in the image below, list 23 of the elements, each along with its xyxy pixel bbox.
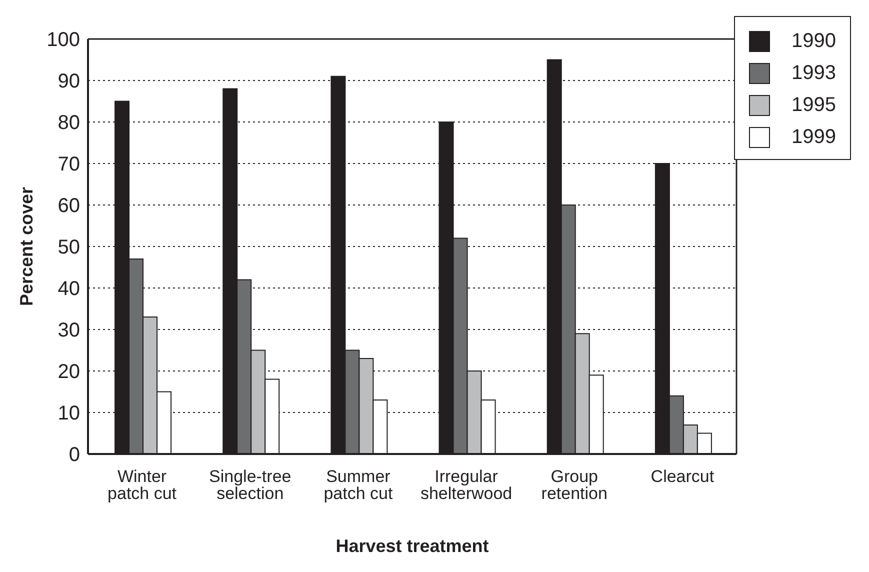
y-tick-label: 80 [58, 112, 80, 134]
legend-label: 1995 [792, 94, 836, 116]
y-tick-label: 70 [58, 154, 80, 176]
legend-label: 1999 [792, 126, 836, 148]
legend-label: 1993 [792, 62, 836, 84]
y-axis-title: Percent cover [16, 186, 36, 306]
y-tick-label: 0 [68, 444, 80, 466]
x-tick-label: Irregular shelterwood [420, 467, 512, 504]
y-tick-label: 50 [58, 236, 80, 259]
x-axis-title: Harvest treatment [336, 536, 489, 556]
y-tick-label: 40 [58, 278, 80, 300]
x-tick-label: Summer patch cut [324, 467, 393, 504]
legend-label: 1990 [792, 30, 836, 52]
x-tick-label: Single-tree selection [209, 467, 292, 504]
x-tick-label: Winter patch cut [108, 467, 177, 504]
x-tick-label: Clearcut [650, 467, 714, 486]
y-tick-label: 30 [58, 320, 80, 342]
y-tick-label: 60 [58, 195, 80, 218]
y-tick-label: 90 [58, 70, 80, 93]
y-tick-label: 100 [46, 29, 80, 52]
y-tick-label: 10 [58, 402, 80, 425]
y-tick-label: 20 [58, 361, 80, 384]
x-tick-label: Group retention [541, 467, 608, 504]
